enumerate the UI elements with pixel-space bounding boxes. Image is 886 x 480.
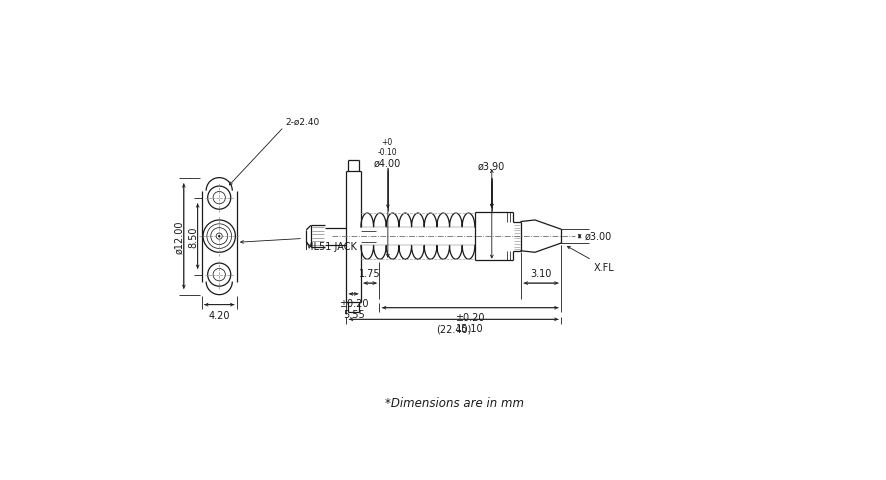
Text: ø3.90: ø3.90 [478, 161, 505, 171]
Text: ø12.00: ø12.00 [175, 220, 184, 253]
Text: ±0.20
15.10: ±0.20 15.10 [455, 312, 485, 334]
Text: 4.20: 4.20 [208, 311, 230, 320]
Text: +0
-0.10: +0 -0.10 [377, 137, 397, 157]
Text: *Dimensions are in mm: *Dimensions are in mm [385, 396, 524, 409]
Text: 3.10: 3.10 [531, 269, 552, 279]
Text: ML51 JACK: ML51 JACK [306, 241, 357, 251]
Text: (22.40): (22.40) [436, 324, 471, 334]
Text: 1.75: 1.75 [360, 269, 381, 279]
Text: X.FL: X.FL [594, 262, 614, 272]
Text: ø4.00: ø4.00 [374, 158, 400, 168]
Text: ø3.00: ø3.00 [584, 232, 611, 241]
Text: ±0.20
5.55: ±0.20 5.55 [338, 298, 369, 320]
Circle shape [218, 236, 221, 238]
Text: 8.50: 8.50 [188, 226, 198, 247]
Text: 2-ø2.40: 2-ø2.40 [285, 117, 320, 126]
